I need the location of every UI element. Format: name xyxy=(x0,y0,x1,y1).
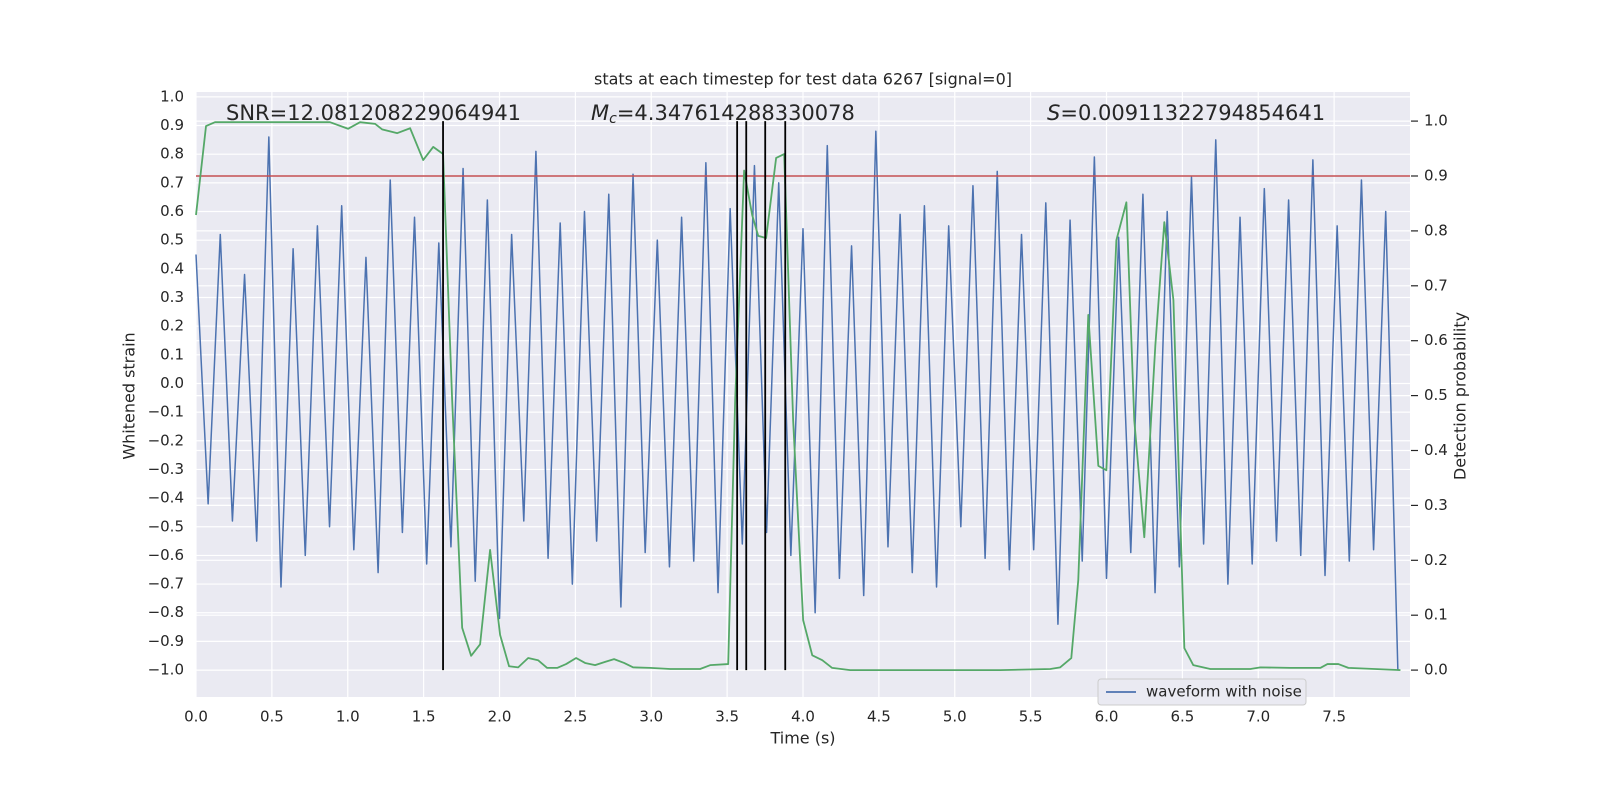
annotation: SNR=12.081208229064941 xyxy=(226,101,521,125)
x-tick-label: 0.0 xyxy=(184,708,208,726)
annotation-text: SNR=12.081208229064941 xyxy=(226,101,521,125)
x-tick-label: 5.5 xyxy=(1019,708,1043,726)
legend: waveform with noise xyxy=(1097,678,1307,706)
series-line xyxy=(195,121,1401,671)
y-tick-label: 0.9 xyxy=(160,116,184,134)
y-tick-label: −0.1 xyxy=(148,403,184,421)
x-tick-label: 4.5 xyxy=(867,708,891,726)
annotation: Mc=4.347614288330078 xyxy=(591,101,855,127)
annotation-text: =0.00911322794854641 xyxy=(1060,101,1325,125)
y-tick-label: 0.0 xyxy=(160,374,184,392)
y2-tick-label: 0.9 xyxy=(1424,166,1448,184)
y2-axis-label: Detection probability xyxy=(1451,312,1470,480)
y-tick-label: 0.8 xyxy=(160,145,184,163)
x-tick-label: 3.5 xyxy=(715,708,739,726)
x-tick-label: 5.0 xyxy=(943,708,967,726)
annotation-subscript: c xyxy=(609,111,617,127)
y-tick-label: −0.8 xyxy=(148,603,184,621)
y-tick-label: −1.0 xyxy=(148,661,184,679)
x-tick-label: 1.0 xyxy=(336,708,360,726)
x-axis-label: Time (s) xyxy=(769,729,835,748)
y-tick-label: 0.7 xyxy=(160,173,184,191)
y-tick-label: 0.3 xyxy=(160,288,184,306)
legend-label: waveform with noise xyxy=(1146,683,1302,701)
chart-title: stats at each timestep for test data 626… xyxy=(594,70,1012,89)
y-tick-label: −0.5 xyxy=(148,517,184,535)
y-tick-label: −0.7 xyxy=(148,575,184,593)
y2-tick-label: 0.1 xyxy=(1424,606,1448,624)
y-tick-label: −0.3 xyxy=(148,460,184,478)
y-tick-label: 0.5 xyxy=(160,231,184,249)
y-tick-label: −0.6 xyxy=(148,546,184,564)
y-axis-label: Whitened strain xyxy=(120,332,139,459)
y-tick-label: 1.0 xyxy=(160,87,184,105)
x-tick-label: 4.0 xyxy=(791,708,815,726)
y-tick-label: 0.1 xyxy=(160,345,184,363)
y2-tick-label: 0.3 xyxy=(1424,496,1448,514)
y2-tick-label: 0.8 xyxy=(1424,221,1448,239)
y2-tick-label: 0.6 xyxy=(1424,331,1448,349)
x-tick-label: 1.5 xyxy=(412,708,436,726)
y-tick-label: −0.2 xyxy=(148,431,184,449)
x-tick-label: 7.0 xyxy=(1246,708,1270,726)
y2-tick-label: 0.2 xyxy=(1424,551,1448,569)
y-tick-label: 0.2 xyxy=(160,317,184,335)
annotation-symbol: S xyxy=(1047,101,1060,125)
x-tick-label: 2.5 xyxy=(563,708,587,726)
x-tick-label: 6.5 xyxy=(1170,708,1194,726)
x-tick-label: 6.0 xyxy=(1095,708,1119,726)
x-tick-label: 3.0 xyxy=(639,708,663,726)
y-tick-label: 0.4 xyxy=(160,259,184,277)
y2-tick-label: 0.0 xyxy=(1424,661,1448,679)
y2-tick-label: 0.7 xyxy=(1424,276,1448,294)
x-tick-label: 7.5 xyxy=(1322,708,1346,726)
annotation-text: =4.347614288330078 xyxy=(617,101,855,125)
annotation: S=0.00911322794854641 xyxy=(1047,101,1325,125)
y2-tick-label: 0.5 xyxy=(1424,386,1448,404)
series-line xyxy=(195,130,1399,671)
y-tick-label: 0.6 xyxy=(160,202,184,220)
x-tick-label: 0.5 xyxy=(260,708,284,726)
y2-tick-label: 0.4 xyxy=(1424,441,1448,459)
annotation-symbol: M xyxy=(591,101,609,125)
y-tick-label: −0.9 xyxy=(148,632,184,650)
x-tick-label: 2.0 xyxy=(488,708,512,726)
y2-tick-label: 1.0 xyxy=(1424,112,1448,130)
legend-box xyxy=(1097,678,1307,706)
y-tick-label: −0.4 xyxy=(148,489,184,507)
